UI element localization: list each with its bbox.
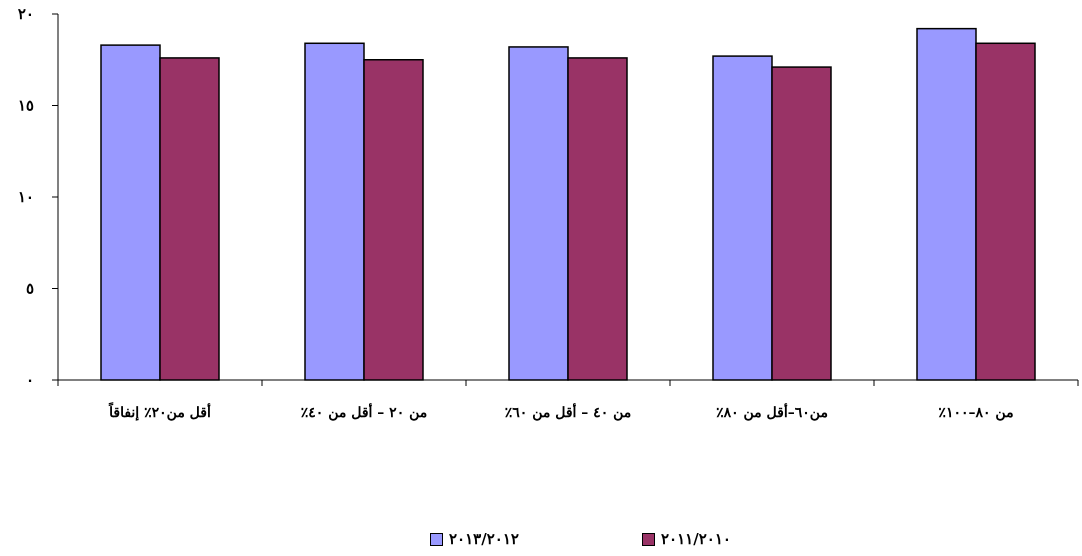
- legend: ٢٠١٣/٢٠١٢ ٢٠١١/٢٠١٠: [0, 530, 1082, 552]
- legend-item-series-2: ٢٠١١/٢٠١٠: [642, 530, 731, 548]
- x-category-label: من ٢٠ – أقل من ٤٠٪: [301, 402, 428, 421]
- x-category-label: من ٨٠–١٠٠٪: [938, 405, 1013, 421]
- x-category-label: من ٤٠ – أقل من ٦٠٪: [505, 402, 632, 421]
- bar-2-5: [975, 42, 1036, 381]
- y-tick-label: ١٠: [18, 188, 34, 206]
- bars-group: [100, 27, 1036, 381]
- legend-swatch-series-2: [642, 532, 655, 546]
- bar-2-4: [771, 66, 832, 381]
- y-tick-label: ٢٠: [18, 5, 34, 23]
- y-axis-ticks: ٠ ٥ ١٠ ١٥ ٢٠: [18, 5, 58, 389]
- y-tick-label: ٠: [26, 371, 34, 389]
- legend-swatch-series-1: [430, 532, 443, 546]
- bar-1-1: [100, 44, 161, 381]
- bar-2-1: [159, 57, 220, 381]
- bar-1-5: [916, 27, 977, 381]
- x-category-label: من٦٠–أقل من ٨٠٪: [716, 402, 828, 421]
- bar-1-2: [304, 42, 365, 381]
- y-tick-label: ١٥: [18, 97, 34, 115]
- bar-2-3: [567, 57, 628, 381]
- legend-item-series-1: ٢٠١٣/٢٠١٢: [430, 530, 519, 548]
- bar-2-2: [363, 59, 424, 381]
- bar-1-4: [712, 55, 773, 381]
- x-axis-ticks: [57, 380, 1079, 386]
- legend-label-series-1: ٢٠١٣/٢٠١٢: [449, 530, 519, 548]
- bar-1-3: [508, 46, 569, 381]
- legend-label-series-2: ٢٠١١/٢٠١٠: [661, 530, 731, 548]
- y-tick-label: ٥: [26, 280, 34, 298]
- category-labels: أقل من٢٠٪ إنفاقاً من ٢٠ – أقل من ٤٠٪ من ٤٠…: [109, 402, 1014, 422]
- x-category-label: أقل من٢٠٪ إنفاقاً: [109, 402, 211, 422]
